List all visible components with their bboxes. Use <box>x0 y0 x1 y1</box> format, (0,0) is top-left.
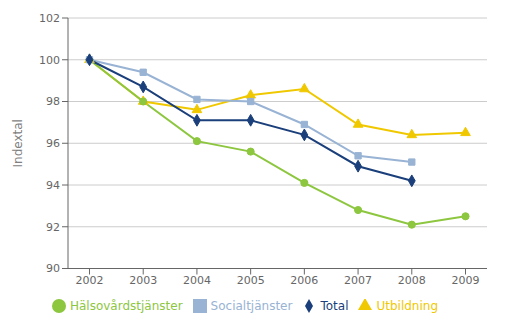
html-text:Socialtjänster: Socialtjänster <box>210 298 293 313</box>
svg-text:2004: 2004 <box>183 274 211 287</box>
svg-text:2003: 2003 <box>129 274 157 287</box>
html-text:Total: Total <box>320 298 349 313</box>
svg-text:2009: 2009 <box>452 274 480 287</box>
svg-text:98: 98 <box>46 95 60 108</box>
svg-text:90: 90 <box>46 262 60 275</box>
svg-text:96: 96 <box>46 137 60 150</box>
svg-text:100: 100 <box>39 54 60 67</box>
svg-text:2007: 2007 <box>344 274 372 287</box>
svg-text:2006: 2006 <box>290 274 318 287</box>
svg-text:92: 92 <box>46 221 60 234</box>
svg-text:94: 94 <box>46 179 60 192</box>
html-text:Hälsovårdstjänster: Hälsovårdstjänster <box>70 298 183 313</box>
svg-text:102: 102 <box>39 12 60 25</box>
html-text:Utbildning: Utbildning <box>376 298 438 313</box>
svg-text:2002: 2002 <box>75 274 103 287</box>
svg-text:2008: 2008 <box>398 274 426 287</box>
svg-text:2005: 2005 <box>237 274 265 287</box>
svg-text:Indextal: Indextal <box>11 119 25 167</box>
